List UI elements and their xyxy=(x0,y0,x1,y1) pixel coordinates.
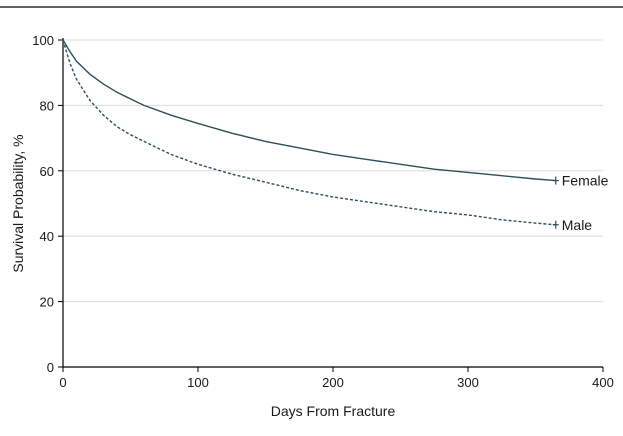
y-tick-label: 20 xyxy=(40,295,54,310)
y-tick-label: 0 xyxy=(47,360,54,375)
series-line-male xyxy=(62,39,556,226)
y-axis-title: Survival Probability, % xyxy=(10,134,26,272)
x-tick-label: 400 xyxy=(592,375,614,390)
series-label-male: Male xyxy=(562,217,593,233)
x-tick-label: 100 xyxy=(187,375,209,390)
x-tick-label: 300 xyxy=(457,375,479,390)
x-tick-label: 200 xyxy=(322,375,344,390)
axes: 0 20 40 60 80 100 0 100 200 300 400 xyxy=(32,33,614,390)
x-axis-title: Days From Fracture xyxy=(271,403,396,419)
labels: Female Male xyxy=(562,173,609,233)
gridlines xyxy=(63,39,603,303)
y-tick-label: 100 xyxy=(32,33,54,48)
series-lines xyxy=(62,39,559,229)
series-label-female: Female xyxy=(562,173,609,189)
x-tick-label: 0 xyxy=(59,375,66,390)
y-tick-label: 60 xyxy=(40,164,54,179)
y-tick-label: 80 xyxy=(40,98,54,113)
series-line-female xyxy=(62,39,556,182)
y-tick-label: 40 xyxy=(40,229,54,244)
